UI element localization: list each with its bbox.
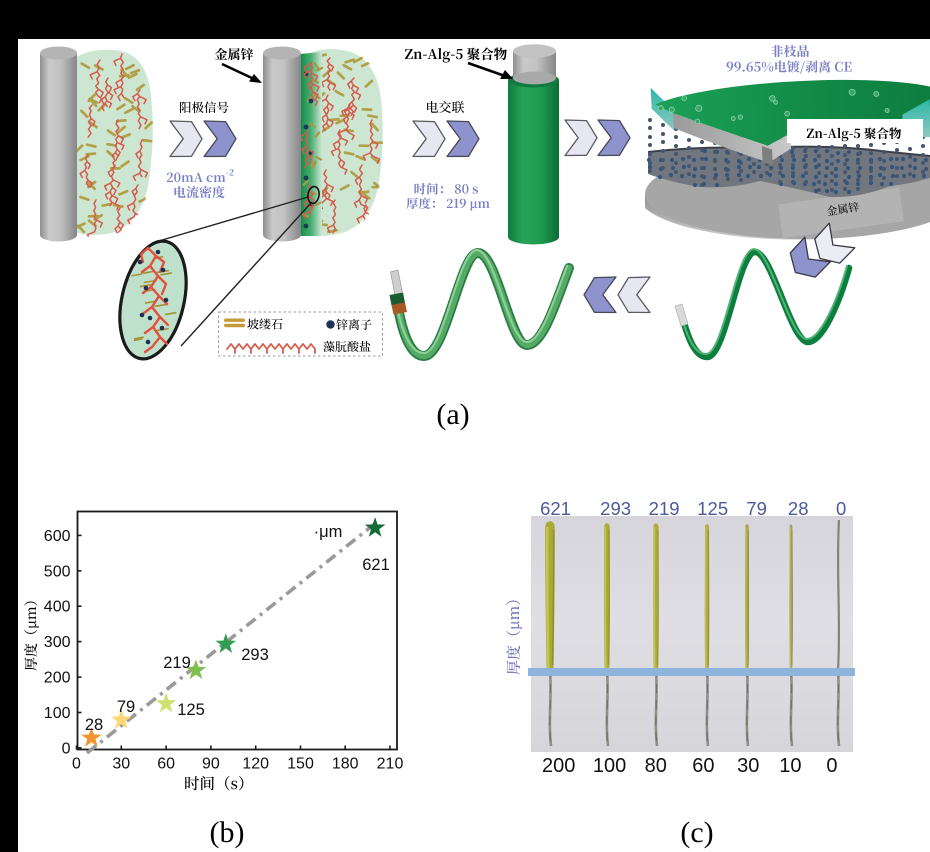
svg-text:10: 10 — [779, 755, 801, 777]
svg-text:400: 400 — [44, 599, 71, 616]
svg-text:(a): (a) — [436, 398, 469, 431]
svg-text:500: 500 — [44, 563, 71, 580]
svg-text:(b): (b) — [210, 816, 245, 849]
svg-text:293: 293 — [241, 646, 269, 664]
svg-text:210: 210 — [377, 756, 404, 773]
svg-text:120: 120 — [242, 756, 269, 773]
svg-text:293: 293 — [600, 498, 631, 519]
svg-text:0: 0 — [836, 498, 846, 519]
svg-text:300: 300 — [44, 634, 71, 651]
svg-text:100: 100 — [44, 705, 71, 722]
svg-text:28: 28 — [85, 716, 103, 734]
svg-text:79: 79 — [117, 698, 135, 716]
svg-text:219: 219 — [163, 654, 191, 672]
svg-text:90: 90 — [202, 756, 220, 773]
svg-text:621: 621 — [540, 498, 571, 519]
svg-text:0: 0 — [826, 755, 837, 777]
svg-text:0: 0 — [62, 740, 71, 757]
svg-text:80: 80 — [645, 755, 667, 777]
svg-text:621: 621 — [362, 556, 390, 574]
svg-text:125: 125 — [697, 498, 728, 519]
svg-text:200: 200 — [44, 670, 71, 687]
svg-text:(c): (c) — [680, 816, 713, 849]
svg-text:30: 30 — [737, 755, 759, 777]
svg-text:28: 28 — [788, 498, 809, 519]
svg-text:0: 0 — [72, 756, 81, 773]
svg-text:200: 200 — [542, 755, 575, 777]
svg-text:79: 79 — [746, 498, 767, 519]
svg-text:125: 125 — [177, 701, 205, 719]
svg-text:219: 219 — [649, 498, 680, 519]
svg-text:60: 60 — [157, 756, 175, 773]
svg-text:600: 600 — [44, 528, 71, 545]
svg-text:150: 150 — [287, 756, 314, 773]
svg-text:30: 30 — [112, 756, 130, 773]
svg-text:60: 60 — [692, 755, 714, 777]
svg-text:·μm: ·μm — [314, 523, 343, 541]
svg-text:180: 180 — [332, 756, 359, 773]
svg-text:100: 100 — [593, 755, 626, 777]
